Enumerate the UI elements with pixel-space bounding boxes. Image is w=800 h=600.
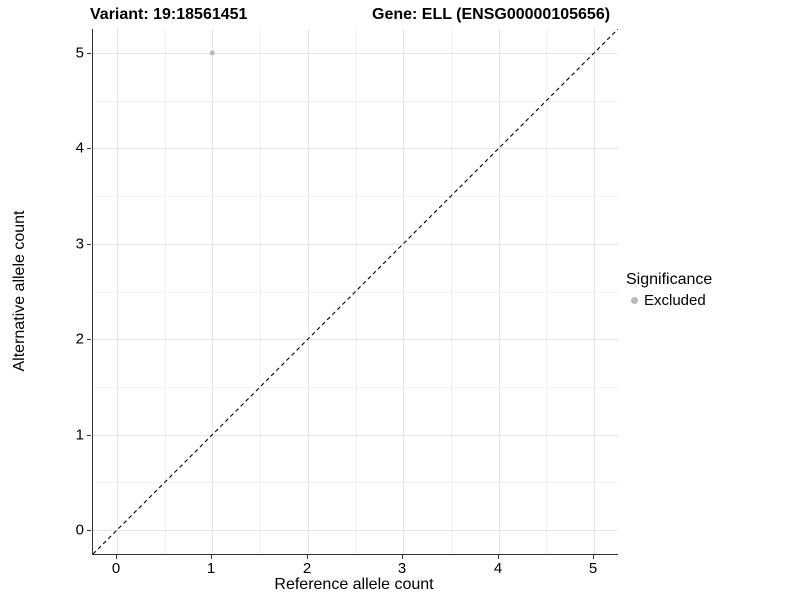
major-gridline-v — [307, 29, 309, 554]
major-gridline-h — [93, 52, 618, 54]
major-gridline-h — [93, 530, 618, 532]
x-tick-label: 3 — [397, 560, 407, 577]
minor-gridline-h — [93, 100, 618, 102]
data-point-excluded — [209, 50, 215, 56]
major-gridline-h — [93, 339, 618, 341]
major-gridline-h — [93, 434, 618, 436]
x-tick-mark — [498, 555, 499, 559]
major-gridline-v — [116, 29, 118, 554]
legend-item-excluded: Excluded — [626, 292, 712, 309]
y-tick-label: 2 — [75, 330, 84, 348]
y-tick-mark — [87, 53, 91, 54]
y-axis-title: Alternative allele count — [11, 210, 28, 372]
legend-item-label: Excluded — [644, 292, 706, 309]
major-gridline-h — [93, 148, 618, 150]
major-gridline-v — [212, 29, 214, 554]
x-tick-mark — [402, 555, 403, 559]
major-gridline-v — [498, 29, 500, 554]
x-tick-mark — [116, 555, 117, 559]
y-tick-mark — [87, 530, 91, 531]
x-tick-mark — [593, 555, 594, 559]
excluded-marker-icon — [631, 297, 638, 304]
legend: Significance Excluded — [626, 271, 712, 309]
identity-line — [93, 29, 618, 554]
gene-title: Gene: ELL (ENSG00000105656) — [372, 6, 611, 23]
minor-gridline-h — [93, 196, 618, 197]
x-tick-mark — [211, 555, 212, 559]
x-axis-title: Reference allele count — [274, 576, 434, 593]
geom-layer — [93, 29, 618, 554]
y-tick-mark — [87, 339, 91, 340]
x-tick-mark — [307, 555, 308, 559]
y-tick-label: 3 — [75, 235, 84, 253]
plot-panel — [92, 29, 618, 555]
x-tick-label: 0 — [111, 560, 121, 577]
y-tick-label: 0 — [75, 521, 84, 539]
x-tick-label: 4 — [493, 560, 503, 577]
major-gridline-h — [93, 243, 618, 245]
minor-gridline-h — [93, 482, 618, 484]
y-tick-mark — [87, 435, 91, 436]
x-tick-label: 5 — [588, 560, 598, 577]
y-tick-mark — [87, 244, 91, 245]
variant-title: Variant: 19:18561451 — [90, 6, 248, 23]
minor-gridline-h — [93, 387, 618, 388]
major-gridline-v — [403, 29, 405, 554]
y-tick-label: 4 — [75, 139, 84, 157]
x-tick-label: 2 — [302, 560, 312, 577]
major-gridline-v — [594, 29, 596, 554]
y-tick-label: 5 — [75, 44, 84, 62]
legend-title: Significance — [626, 271, 713, 288]
y-tick-mark — [87, 148, 91, 149]
x-tick-label: 1 — [206, 560, 216, 577]
y-tick-label: 1 — [75, 426, 84, 444]
